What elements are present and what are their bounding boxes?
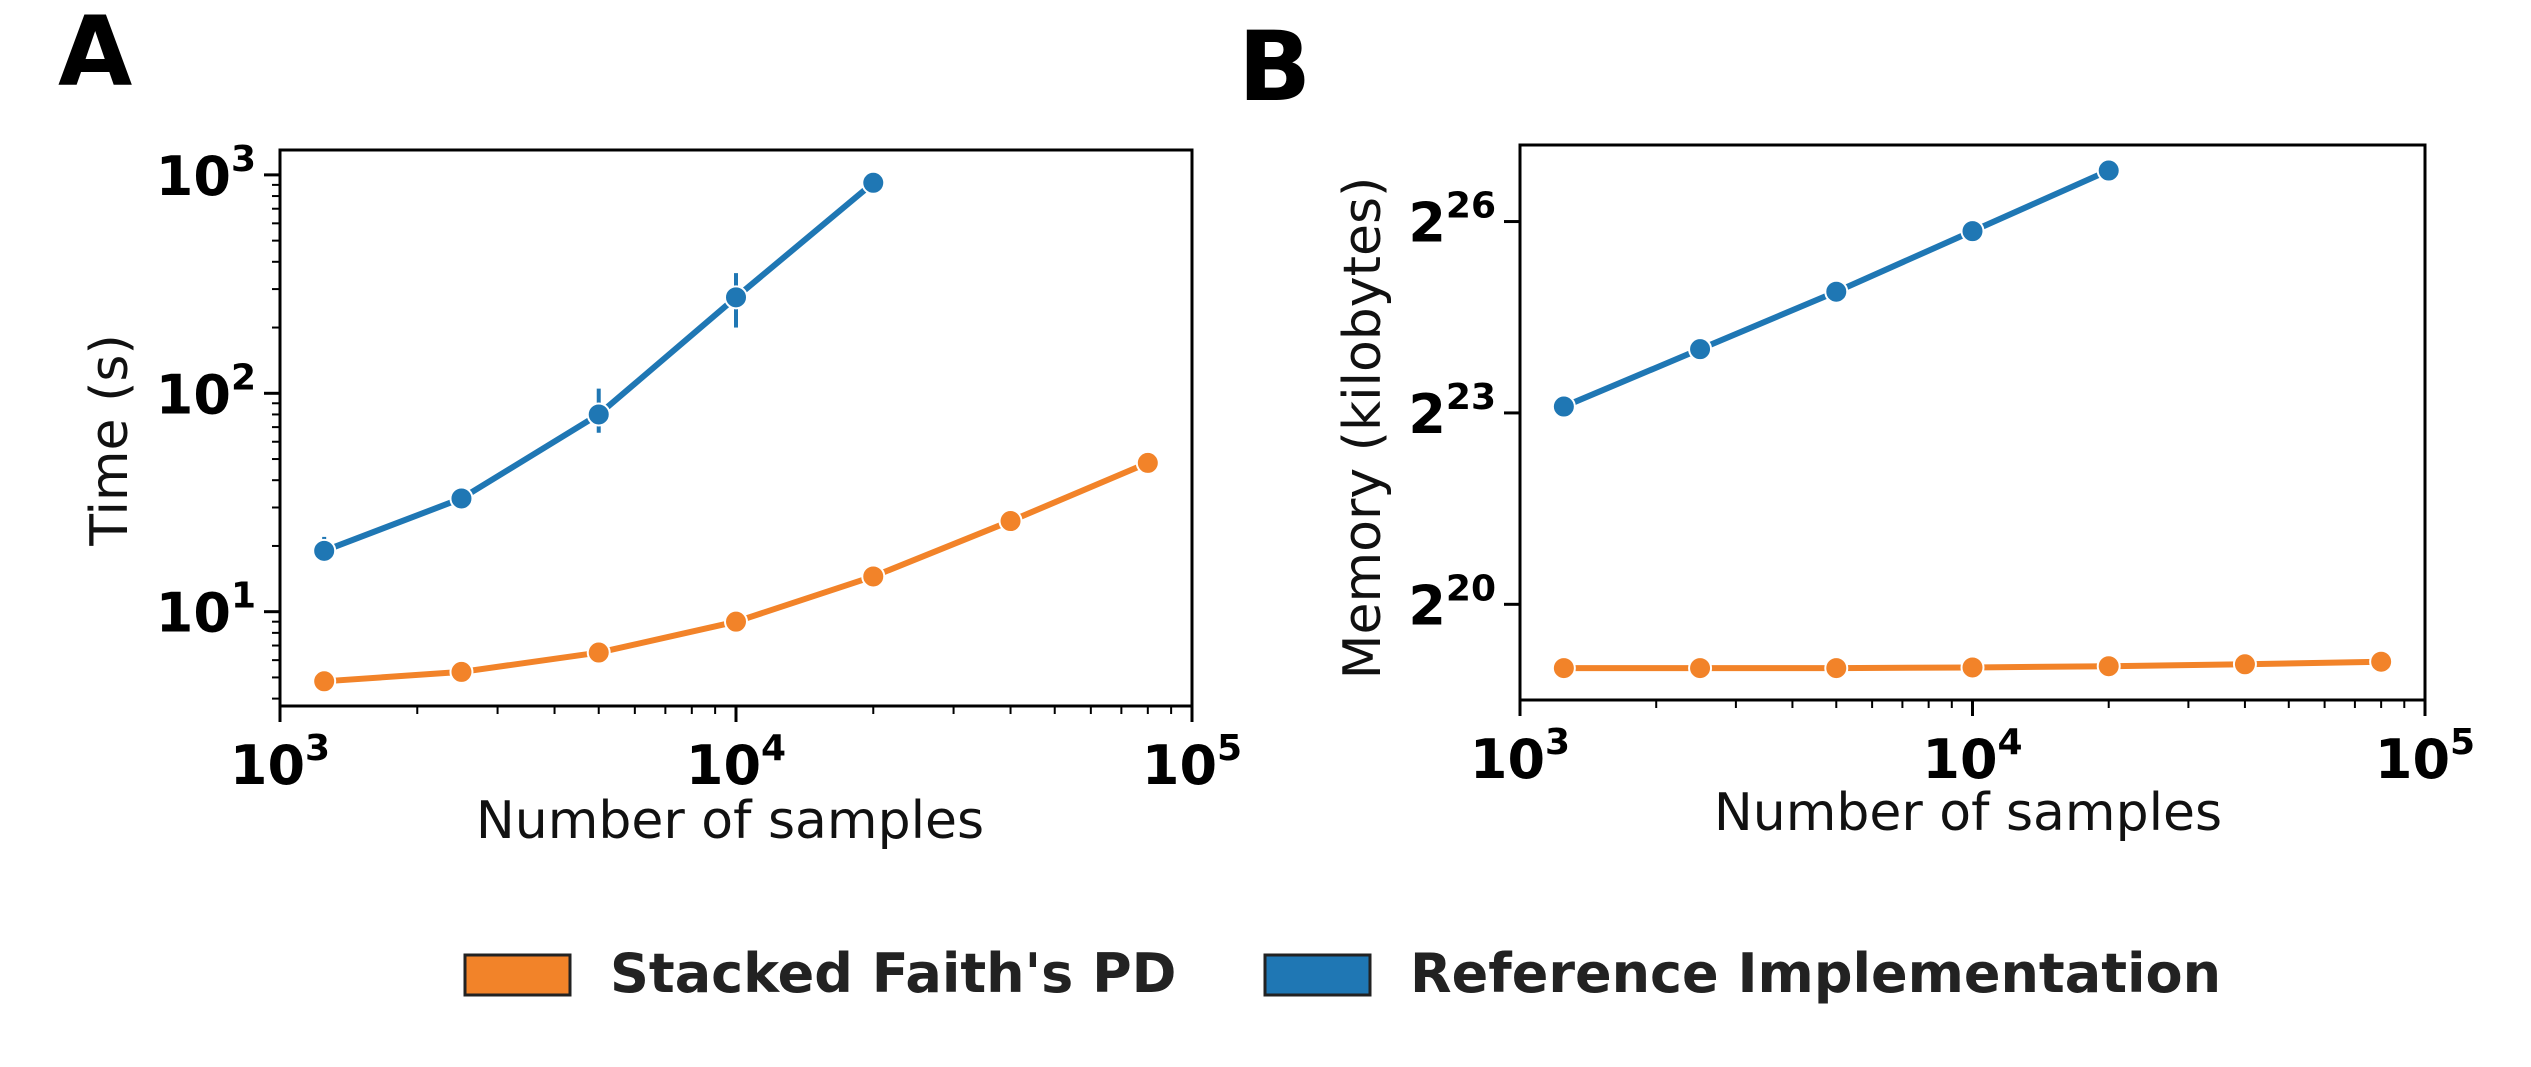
panel-b-point-stacked [1824,656,1849,681]
panel-a-x-tick-label: 103 [230,728,330,797]
panel-b-letter: B [1238,11,1311,123]
panel-b-x-tick-label: 105 [2375,722,2475,791]
panel-a-point-reference [449,486,474,511]
panel-b-point-reference [1960,219,1985,244]
panel-a-point-reference [312,538,337,563]
panel-b-xlabel: Number of samples [1714,783,2222,843]
panel-a-y-tick-label: 101 [156,576,256,645]
panel-b-point-stacked [2232,652,2257,677]
panel-a-xlabel: Number of samples [476,791,984,851]
panel-b-point-reference [2096,158,2121,183]
panel-a-point-stacked [586,640,611,665]
legend-swatch-stacked [463,953,572,997]
panel-a-letter: A [58,0,132,108]
panel-a-x-tick-label: 105 [1142,728,1242,797]
panel-b-point-stacked [1551,656,1576,681]
panel-b-point-reference [1688,337,1713,362]
panel-b-point-reference [1551,394,1576,419]
panel-b-y-tick-label: 220 [1408,568,1496,637]
panel-a-point-reference [586,402,611,427]
panel-a-y-tick-label: 103 [156,139,256,208]
panel-b-point-reference [1824,279,1849,304]
panel-a-line-reference [323,180,876,554]
panel-b-chart: 103 104 105 220 223 226 [1408,143,2475,791]
panel-a-point-stacked [861,564,886,589]
panel-a-point-stacked [449,659,474,684]
panel-b-x-tick-label: 104 [1922,722,2022,791]
legend-label-reference: Reference Implementation [1410,942,2221,1005]
panel-a-y-tick-label: 102 [156,357,256,426]
panel-b-ylabel: Memory (kilobytes) [1333,177,1393,680]
panel-b-point-stacked [1960,655,1985,680]
panel-a-point-stacked [1135,450,1160,475]
panel-a-x-tick-label: 104 [686,728,786,797]
panel-a-point-stacked [724,609,748,634]
legend: Stacked Faith's PD Reference Implementat… [463,942,2221,1005]
panel-a-point-reference [724,285,748,310]
panel-b-point-stacked [2096,654,2121,679]
panel-a-ylabel: Time (s) [80,334,140,546]
panel-a-point-stacked [998,509,1023,534]
panel-a-point-reference [861,170,886,195]
panel-a-line-stacked [323,460,1149,685]
panel-b-point-stacked [2369,649,2394,674]
legend-label-stacked: Stacked Faith's PD [610,942,1177,1005]
legend-swatch-reference [1263,953,1372,997]
panel-b-y-tick-label: 223 [1408,377,1496,446]
panel-b-point-stacked [1688,656,1713,681]
panel-a-chart: 103 104 105 101 102 103 [156,139,1242,797]
panel-b-x-tick-label: 103 [1470,722,1570,791]
panel-a-point-stacked [312,669,337,694]
panel-b-y-tick-label: 226 [1408,186,1496,255]
